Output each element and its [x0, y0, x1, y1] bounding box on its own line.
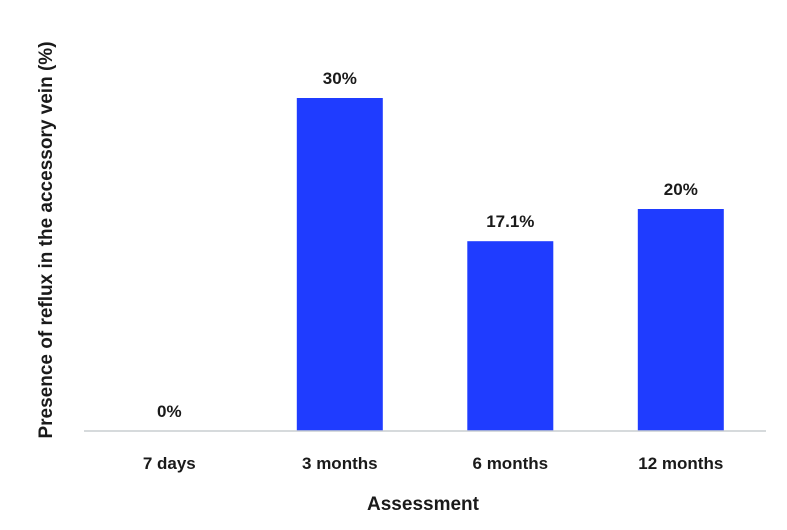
data-label: 30%	[323, 69, 357, 88]
x-tick-label: 3 months	[302, 454, 378, 473]
x-tick-label: 12 months	[638, 454, 723, 473]
bar	[467, 241, 554, 431]
x-tick-labels-group: 7 days 3 months 6 months 12 months	[143, 454, 723, 473]
y-axis-title: Presence of reflux in the accessory vein…	[36, 41, 57, 438]
data-labels-group: 0% 30% 17.1% 20%	[157, 69, 698, 421]
data-label: 20%	[664, 180, 698, 199]
bars-group	[296, 98, 724, 431]
x-tick-label: 6 months	[473, 454, 549, 473]
data-label: 17.1%	[486, 212, 534, 231]
x-axis-title: Assessment	[367, 494, 480, 515]
data-label: 0%	[157, 402, 182, 421]
x-tick-label: 7 days	[143, 454, 196, 473]
bar	[296, 98, 383, 431]
bar	[637, 209, 724, 431]
